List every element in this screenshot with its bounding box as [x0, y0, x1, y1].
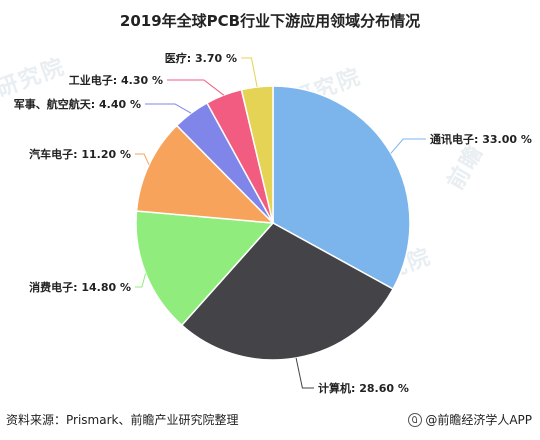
leader-line-2 — [135, 273, 147, 288]
logo-icon — [408, 412, 423, 427]
leader-line-5 — [167, 79, 225, 96]
leader-line-0 — [390, 138, 426, 154]
slice-label-2: 消费电子: 14.80 % — [29, 280, 131, 294]
credit-text: @前瞻经济学人APP — [425, 413, 532, 427]
slice-label-6: 医疗: 3.70 % — [165, 51, 237, 65]
slice-label-1: 计算机: 28.60 % — [318, 381, 409, 395]
leader-line-6 — [241, 57, 258, 87]
pie-slice-6 — [240, 85, 274, 224]
leader-line-3 — [135, 153, 150, 165]
slice-label-4: 军事、航空航天: 4.40 % — [14, 97, 141, 111]
slice-label-3: 汽车电子: 11.20 % — [29, 147, 131, 161]
leader-line-4 — [145, 103, 192, 114]
slice-label-0: 通讯电子: 33.00 % — [430, 132, 532, 146]
slice-label-5: 工业电子: 4.30 % — [69, 73, 163, 87]
leader-line-1 — [295, 357, 314, 389]
chart-title: 2019年全球PCB行业下游应用领域分布情况 — [119, 12, 421, 30]
source-note: 资料来源：Prismark、前瞻产业研究院整理 — [6, 413, 239, 427]
credit: @前瞻经济学人APP — [408, 411, 532, 428]
